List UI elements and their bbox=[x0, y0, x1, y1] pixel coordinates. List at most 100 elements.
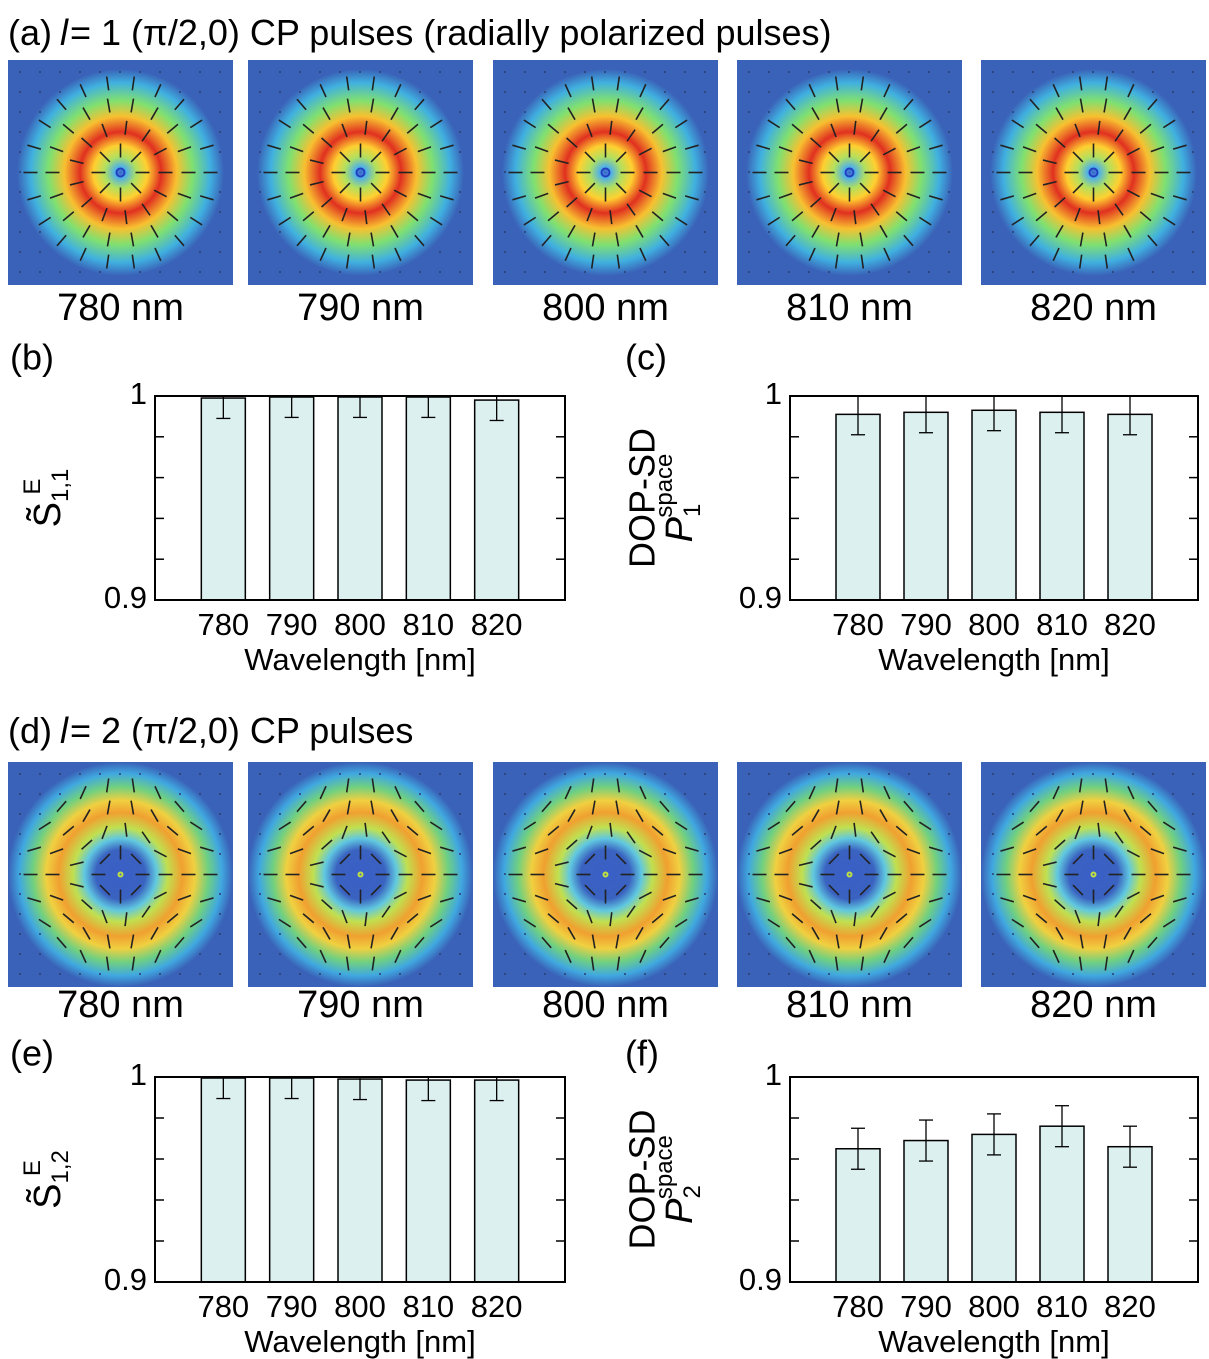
dot bbox=[748, 913, 750, 915]
dot bbox=[319, 71, 321, 73]
dot bbox=[768, 271, 770, 273]
dot bbox=[992, 191, 994, 193]
polarization-dash bbox=[296, 800, 307, 813]
polarization-dash bbox=[1147, 234, 1158, 247]
polarization-dash bbox=[1072, 182, 1084, 194]
polarization-dash bbox=[859, 232, 864, 247]
dot bbox=[279, 111, 281, 113]
dot bbox=[704, 893, 706, 895]
polarization-dash bbox=[417, 848, 432, 855]
x-axis-label: Wavelength [nm] bbox=[244, 642, 475, 677]
dot bbox=[439, 71, 441, 73]
dot bbox=[828, 773, 830, 775]
polarization-dash bbox=[414, 936, 425, 949]
dot bbox=[439, 91, 441, 93]
polarization-dash bbox=[615, 853, 627, 865]
dot bbox=[419, 271, 421, 273]
dot bbox=[992, 953, 994, 955]
polarization-dash bbox=[903, 234, 914, 247]
polarization-dash bbox=[278, 119, 292, 129]
polarization-dash bbox=[381, 129, 391, 142]
polarization-dash bbox=[785, 234, 796, 247]
polarization-dash bbox=[860, 956, 865, 971]
polarization-dash bbox=[81, 197, 93, 208]
polarization-dash bbox=[584, 182, 596, 194]
dot bbox=[928, 793, 930, 795]
polarization-dash bbox=[767, 216, 781, 226]
polarization-dash bbox=[590, 778, 595, 793]
dot bbox=[704, 913, 706, 915]
dot bbox=[1192, 71, 1194, 73]
polarization-dash bbox=[811, 809, 820, 823]
dot bbox=[259, 211, 261, 213]
dot bbox=[564, 271, 566, 273]
dot bbox=[279, 933, 281, 935]
polarization-dash bbox=[615, 151, 627, 163]
polarization-dash bbox=[141, 905, 151, 918]
polarization-dash bbox=[1052, 247, 1060, 262]
polarization-dash bbox=[174, 234, 185, 247]
polarization-dash bbox=[1022, 146, 1037, 153]
dot bbox=[684, 91, 686, 93]
polarization-dash bbox=[662, 146, 677, 153]
dot bbox=[992, 833, 994, 835]
polarization-dash bbox=[124, 822, 128, 837]
polarization-dash bbox=[554, 180, 569, 186]
dot bbox=[504, 893, 506, 895]
polarization-dash bbox=[870, 905, 880, 918]
center bbox=[1090, 871, 1097, 878]
polarization-dash bbox=[166, 211, 179, 222]
polarization-dash bbox=[834, 956, 839, 971]
dot bbox=[584, 773, 586, 775]
dot bbox=[644, 973, 646, 975]
image-label: 800 nm bbox=[542, 287, 669, 329]
dot bbox=[459, 833, 461, 835]
dot bbox=[459, 793, 461, 795]
dot bbox=[704, 91, 706, 93]
beam-profile bbox=[493, 60, 718, 285]
dot bbox=[948, 211, 950, 213]
y-tick-label: 1 bbox=[765, 1057, 782, 1092]
dot bbox=[808, 773, 810, 775]
dot bbox=[459, 151, 461, 153]
polarization-dash bbox=[684, 897, 699, 903]
dot bbox=[259, 913, 261, 915]
polarization-dash bbox=[895, 913, 908, 924]
polarization-dash bbox=[1150, 848, 1165, 855]
polarization-dash bbox=[82, 107, 91, 121]
polarization-dash bbox=[319, 83, 327, 98]
polarization-dash bbox=[639, 83, 647, 98]
polarization-dash bbox=[27, 195, 42, 201]
polarization-dash bbox=[859, 182, 871, 194]
dot bbox=[259, 873, 261, 875]
dot bbox=[1052, 71, 1054, 73]
dot bbox=[219, 793, 221, 795]
dot bbox=[199, 71, 201, 73]
dot bbox=[219, 231, 221, 233]
polarization-dash bbox=[883, 949, 891, 964]
dot bbox=[624, 271, 626, 273]
dot bbox=[119, 773, 121, 775]
polarization-dash bbox=[547, 825, 560, 836]
polarization-dash bbox=[756, 195, 771, 201]
dot bbox=[768, 973, 770, 975]
x-tick-label: 800 bbox=[334, 1289, 386, 1324]
polarization-dash bbox=[928, 195, 943, 201]
dot bbox=[199, 91, 201, 93]
polarization-dash bbox=[554, 882, 569, 888]
polarization-dash bbox=[1127, 83, 1135, 98]
dot bbox=[199, 973, 201, 975]
polarization-dash bbox=[791, 825, 804, 836]
polarization-dash bbox=[798, 861, 813, 867]
polarization-dash bbox=[309, 180, 324, 186]
polarization-dash bbox=[390, 809, 399, 823]
polarization-dash bbox=[798, 159, 813, 165]
x-tick-label: 810 bbox=[1036, 607, 1088, 642]
polarization-dash bbox=[566, 197, 578, 208]
polarization-dash bbox=[859, 151, 871, 163]
dot bbox=[259, 833, 261, 835]
dot bbox=[604, 71, 606, 73]
y-tick-label: 0.9 bbox=[104, 580, 147, 615]
dot bbox=[704, 231, 706, 233]
polarization-dash bbox=[1055, 809, 1064, 823]
